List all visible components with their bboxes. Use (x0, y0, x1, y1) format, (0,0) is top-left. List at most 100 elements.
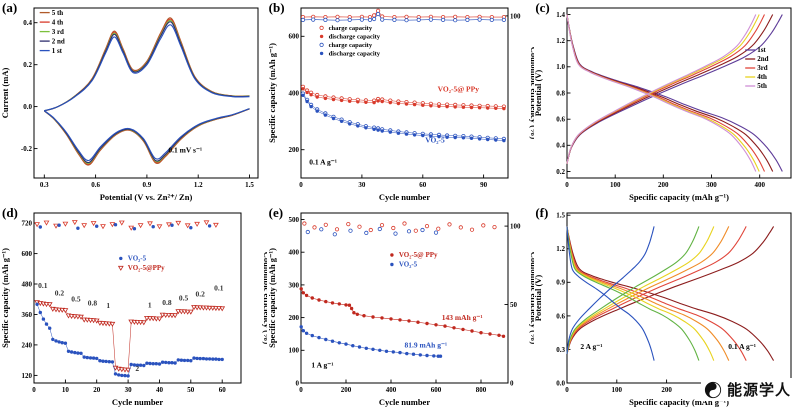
svg-text:300: 300 (707, 181, 718, 189)
svg-text:-0.2: -0.2 (21, 145, 33, 153)
svg-text:0.2: 0.2 (557, 168, 566, 176)
svg-text:600: 600 (288, 33, 299, 41)
svg-text:Potential (V): Potential (V) (533, 70, 543, 117)
svg-text:800: 800 (475, 386, 486, 394)
svg-text:143 mAh g⁻¹: 143 mAh g⁻¹ (441, 313, 482, 322)
svg-text:0: 0 (566, 181, 570, 189)
svg-text:discharge capacity: discharge capacity (328, 51, 380, 58)
svg-text:4 th: 4 th (52, 18, 64, 26)
svg-text:3rd: 3rd (758, 64, 769, 72)
svg-text:20: 20 (93, 386, 101, 394)
svg-text:0.5: 0.5 (71, 294, 81, 303)
panel-c-label: (c) (535, 0, 550, 15)
svg-text:2: 2 (135, 364, 139, 373)
svg-text:0.1: 0.1 (38, 280, 48, 289)
svg-text:0.4: 0.4 (557, 142, 566, 150)
svg-text:400: 400 (385, 386, 396, 394)
panel-d: (d) 0 10 20 30 40 50 60 120 240 360 480 600 720 Cycle… (0, 204, 272, 409)
svg-text:3 rd: 3 rd (52, 28, 64, 36)
svg-text:Specific capacity (mAh g⁻¹): Specific capacity (mAh g⁻¹) (629, 192, 729, 202)
svg-text:0: 0 (32, 386, 36, 394)
svg-text:0.3: 0.3 (40, 181, 49, 189)
svg-text:81.9 mAh g⁻¹: 81.9 mAh g⁻¹ (404, 340, 447, 349)
svg-text:Current (mA): Current (mA) (0, 68, 10, 119)
svg-text:Specific capacity (mAh g⁻¹): Specific capacity (mAh g⁻¹) (267, 247, 277, 347)
svg-text:5th: 5th (758, 82, 768, 90)
svg-text:0.2: 0.2 (55, 288, 65, 297)
svg-text:Specific capacity (mAh g⁻¹): Specific capacity (mAh g⁻¹) (267, 43, 277, 143)
svg-text:0.5: 0.5 (179, 293, 189, 302)
panel-e: (e) 0 200 400 600 800 0 100 200 300 400 500 100 50 0 C… (267, 205, 539, 409)
svg-text:VO₂-5: VO₂-5 (425, 135, 445, 144)
svg-text:1 st: 1 st (52, 47, 63, 55)
svg-text:4th: 4th (758, 73, 768, 81)
svg-text:0.1 A g⁻¹: 0.1 A g⁻¹ (309, 157, 337, 166)
svg-text:200: 200 (288, 314, 299, 322)
svg-text:VO₂-5@PPy: VO₂-5@PPy (128, 264, 165, 272)
svg-text:charge capacity: charge capacity (328, 25, 372, 32)
svg-text:720: 720 (22, 219, 33, 227)
svg-text:30: 30 (125, 386, 133, 394)
svg-text:0.1 mV s⁻¹: 0.1 mV s⁻¹ (168, 146, 202, 155)
svg-text:240: 240 (22, 341, 33, 349)
panel-b-label: (b) (268, 0, 285, 15)
svg-text:1.2: 1.2 (194, 181, 203, 189)
svg-text:0.6: 0.6 (557, 312, 566, 320)
svg-text:2 A g⁻¹: 2 A g⁻¹ (581, 342, 603, 351)
chart-c-canvas: 0 100 200 300 400 0.2 0.4 0.6 0.8 1.0 1.2 1.4 Specif… (533, 0, 800, 205)
svg-text:200: 200 (662, 386, 673, 394)
svg-text:0.0: 0.0 (23, 103, 32, 111)
svg-text:200: 200 (658, 181, 669, 189)
svg-text:50: 50 (187, 386, 195, 394)
svg-text:1.4: 1.4 (557, 11, 566, 19)
svg-text:60: 60 (219, 386, 227, 394)
svg-text:charge capacity: charge capacity (328, 42, 372, 49)
panel-f: (f) 01002003004000.00.30.60.91.21.5Speci… (533, 205, 800, 409)
panel-c: (c) 0 100 200 300 400 0.2 0.4 0.6 0.8 1.0 1.2 1.4 Sp… (533, 0, 800, 205)
panel-b: (b) 0 30 60 90 200 400 600 100 Cycle number Speci… (267, 0, 539, 205)
svg-text:0.4: 0.4 (23, 19, 32, 27)
svg-text:300: 300 (288, 281, 299, 289)
svg-text:1.2: 1.2 (557, 37, 566, 45)
svg-text:60: 60 (419, 181, 427, 189)
svg-text:40: 40 (156, 386, 164, 394)
svg-text:discharge capacity: discharge capacity (328, 34, 380, 41)
svg-text:VO₂-5@ PPy: VO₂-5@ PPy (437, 84, 479, 93)
svg-text:400: 400 (288, 248, 299, 256)
svg-text:360: 360 (22, 310, 33, 318)
svg-text:100: 100 (510, 222, 521, 230)
svg-text:0.2: 0.2 (23, 61, 32, 69)
svg-text:10: 10 (62, 386, 70, 394)
svg-text:600: 600 (430, 386, 441, 394)
svg-text:400: 400 (755, 181, 766, 189)
svg-text:0.9: 0.9 (143, 181, 152, 189)
panel-d-label: (d) (2, 204, 18, 220)
chart-d-canvas: 0 10 20 30 40 50 60 120 240 360 480 600 720 Cycle num… (0, 205, 272, 409)
svg-text:1.2: 1.2 (557, 245, 566, 253)
watermark: 能源学人 (700, 378, 794, 401)
chart-a-canvas: 0.3 0.6 0.9 1.2 1.5 -0.2 0.0 0.2 0.4 Potential (V… (0, 0, 267, 205)
svg-text:0.1 A g⁻¹: 0.1 A g⁻¹ (729, 342, 757, 351)
svg-text:VO₂-5@ PPy: VO₂-5@ PPy (399, 251, 438, 259)
svg-text:1st: 1st (758, 46, 767, 54)
svg-text:Specific capacity (mAh g⁻¹): Specific capacity (mAh g⁻¹) (629, 397, 729, 407)
svg-text:Potential (V): Potential (V) (533, 274, 543, 321)
chart-e-canvas: 0 200 400 600 800 0 100 200 300 400 500 100 50 0 Cycle… (267, 205, 539, 409)
svg-text:30: 30 (358, 181, 366, 189)
svg-text:0: 0 (299, 181, 303, 189)
panel-f-label: (f) (535, 204, 549, 220)
svg-text:1: 1 (106, 301, 110, 310)
watermark-logo-icon (704, 381, 722, 399)
svg-text:VO₂-5: VO₂-5 (399, 260, 418, 268)
svg-text:0: 0 (295, 379, 299, 387)
svg-text:400: 400 (288, 89, 299, 97)
svg-text:480: 480 (22, 280, 33, 288)
svg-text:100: 100 (510, 12, 521, 20)
svg-text:Potential (V vs. Zn²⁺/ Zn): Potential (V vs. Zn²⁺/ Zn) (100, 192, 193, 202)
svg-text:1.5: 1.5 (245, 181, 254, 189)
svg-text:Specific capacity (mAh g⁻¹): Specific capacity (mAh g⁻¹) (0, 247, 10, 347)
svg-text:1.5: 1.5 (557, 211, 566, 219)
svg-text:100: 100 (612, 386, 623, 394)
svg-text:100: 100 (610, 181, 621, 189)
